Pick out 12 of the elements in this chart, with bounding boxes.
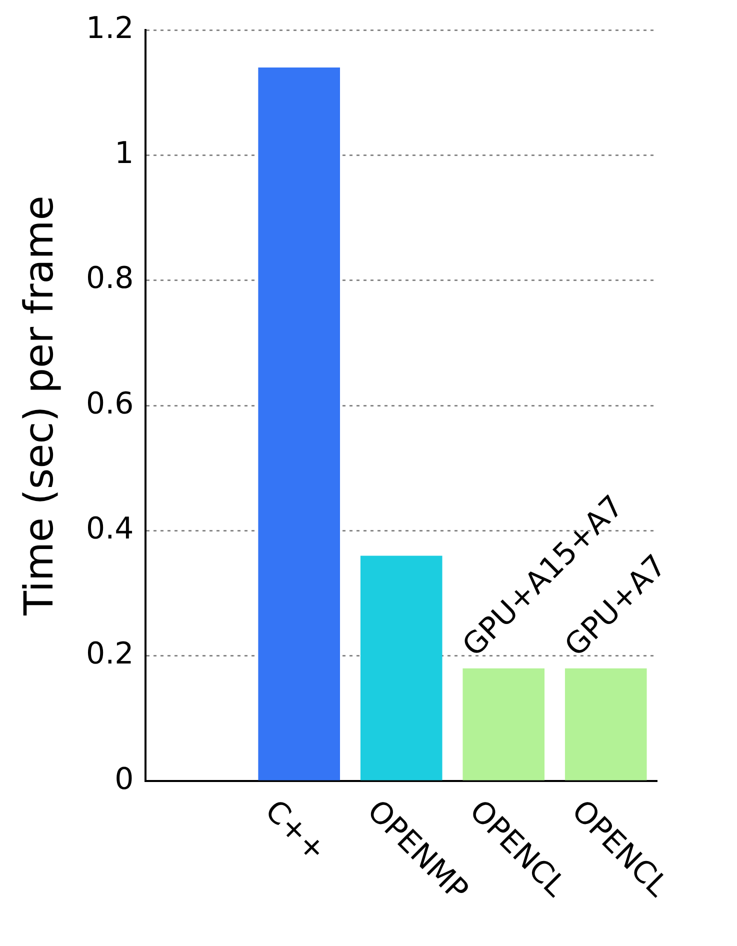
y-tick-label: 0 [114,762,134,797]
y-axis-title: Time (sec) per frame [16,196,62,616]
bar [462,668,545,780]
bar [258,68,340,780]
bar [360,556,442,780]
y-tick-label: 0.4 [86,511,134,546]
y-tick-label: 0.8 [86,261,134,296]
y-tick-label: 1 [114,136,134,171]
y-tick-label: 1.2 [86,10,134,46]
y-tick-label: 0.6 [86,386,134,422]
bar [564,668,647,780]
y-tick-label: 0.2 [86,636,134,672]
